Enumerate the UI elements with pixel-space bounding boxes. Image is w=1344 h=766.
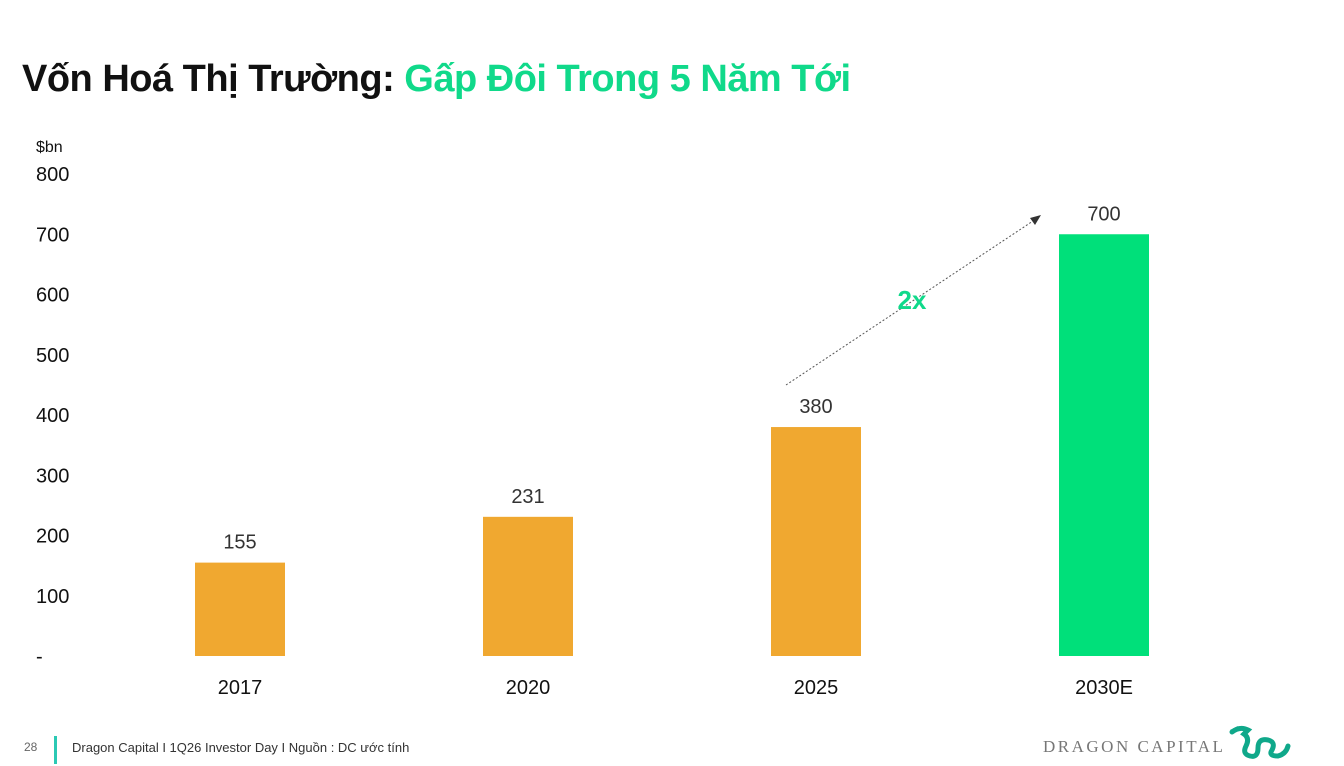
- y-tick-label: 700: [36, 224, 69, 246]
- page-number: 28: [24, 740, 38, 754]
- y-tick-label: 400: [36, 405, 69, 427]
- y-axis-unit: $bn: [36, 139, 63, 156]
- data-label: 380: [799, 396, 832, 418]
- footer-source: Dragon Capital I 1Q26 Investor Day I Ngu…: [72, 740, 410, 755]
- y-tick-label: 600: [36, 285, 69, 307]
- data-label: 231: [511, 486, 544, 508]
- title-highlight: Gấp Đôi Trong 5 Năm Tới: [404, 58, 851, 100]
- y-tick-label: -: [36, 646, 43, 668]
- x-tick-label: 2025: [794, 677, 839, 699]
- page-title: Vốn Hoá Thị Trường: Gấp Đôi Trong 5 Năm …: [22, 58, 851, 101]
- y-tick-label: 800: [36, 164, 69, 186]
- title-main: Vốn Hoá Thị Trường:: [22, 58, 395, 100]
- data-label: 155: [223, 532, 256, 554]
- logo-text: DRAGON CAPITAL: [1043, 737, 1226, 756]
- y-tick-label: 500: [36, 345, 69, 367]
- footer-divider: [54, 736, 57, 764]
- arrow-head-icon: [1030, 215, 1041, 225]
- dragon-icon: [1229, 725, 1291, 759]
- bar-2020: [483, 516, 573, 656]
- data-label: 700: [1087, 203, 1120, 225]
- y-tick-label: 200: [36, 526, 69, 548]
- bar-2025: [771, 427, 861, 656]
- x-tick-label: 2017: [218, 677, 263, 699]
- y-tick-label: 100: [36, 586, 69, 608]
- x-tick-label: 2030E: [1075, 677, 1133, 699]
- x-tick-label: 2020: [506, 677, 551, 699]
- bar-2030E: [1059, 234, 1149, 656]
- y-tick-label: 300: [36, 465, 69, 487]
- bar-2017: [195, 562, 285, 656]
- growth-annotation: 2x: [898, 285, 927, 315]
